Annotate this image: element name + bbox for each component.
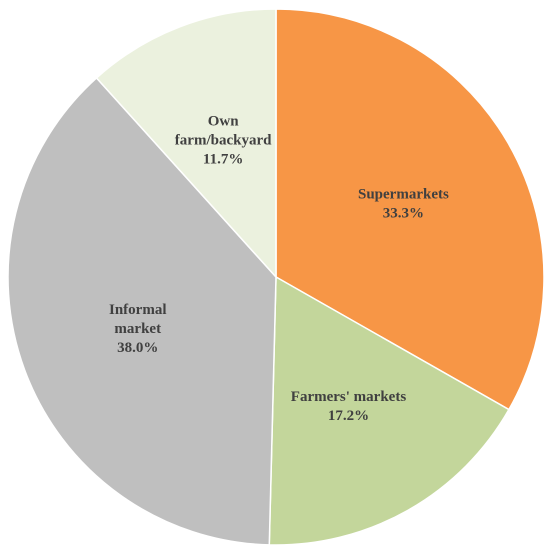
slice-value: 17.2% bbox=[328, 408, 369, 424]
pie-slice bbox=[95, 8, 277, 279]
slice-label: Own farm/backyard 11.7% bbox=[175, 113, 272, 167]
pie-slice bbox=[7, 76, 277, 546]
slice-category: Farmers' markets bbox=[291, 389, 407, 405]
slice-value: 38.0% bbox=[117, 340, 158, 356]
slice-category: Supermarkets bbox=[358, 186, 449, 202]
slice-label: Farmers' markets 17.2% bbox=[291, 389, 407, 424]
pie-slice bbox=[275, 8, 545, 411]
slice-value: 11.7% bbox=[203, 151, 243, 167]
pie-slice bbox=[268, 275, 510, 546]
slice-label: Supermarkets 33.3% bbox=[358, 186, 449, 221]
slice-category: market bbox=[114, 321, 161, 337]
slice-category: Informal bbox=[109, 302, 167, 318]
slice-label: Informal market 38.0% bbox=[109, 302, 167, 356]
slice-category: farm/backyard bbox=[175, 132, 272, 148]
slice-value: 33.3% bbox=[383, 205, 424, 221]
slice-category: Own bbox=[208, 113, 240, 129]
